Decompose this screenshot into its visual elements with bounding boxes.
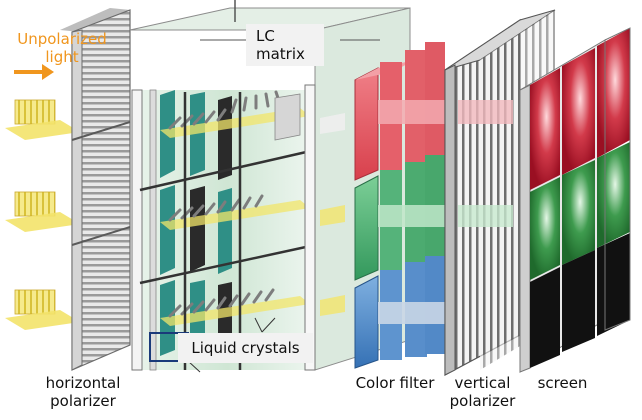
vertical-polarizer: [444, 9, 556, 376]
color-filter: [354, 42, 458, 369]
unpolarized-light-line-2: light: [45, 48, 79, 66]
vertical-polarizer-label: vertical polarizer: [440, 374, 525, 410]
horizontal-polarizer-label: horizontal polarizer: [28, 374, 138, 410]
lc-matrix-label-box: [246, 24, 324, 66]
lc-matrix-line-2: matrix: [256, 45, 305, 63]
horizontal-polarizer-line-2: polarizer: [50, 392, 116, 410]
liquid-crystals-text: Liquid crystals: [191, 339, 300, 357]
liquid-crystals-label-box: [178, 333, 313, 363]
vertical-polarizer-line-1: vertical: [454, 374, 511, 392]
lc-matrix-label: LC matrix: [246, 27, 324, 63]
vertical-polarizer-line-2: polarizer: [449, 392, 516, 410]
screen-label: screen: [530, 374, 595, 392]
liquid-crystals-label: Liquid crystals: [178, 339, 313, 357]
light-direction-arrow: [14, 64, 54, 80]
screen-text: screen: [537, 374, 588, 392]
liquid-crystal-rows: [160, 90, 345, 326]
lc-matrix-line-1: LC: [256, 27, 275, 45]
screen: [519, 27, 631, 373]
unpolarized-light-line-1: Unpolarized: [17, 30, 107, 48]
color-filter-label: Color filter: [345, 374, 445, 392]
color-filter-text: Color filter: [355, 374, 435, 392]
incoming-light-beams: [5, 99, 80, 330]
unpolarized-light-label: Unpolarized light: [8, 30, 116, 66]
horizontal-polarizer-line-1: horizontal: [45, 374, 121, 392]
horizontal-polarizer: [60, 8, 131, 371]
lc-grid-lines: [139, 92, 316, 370]
